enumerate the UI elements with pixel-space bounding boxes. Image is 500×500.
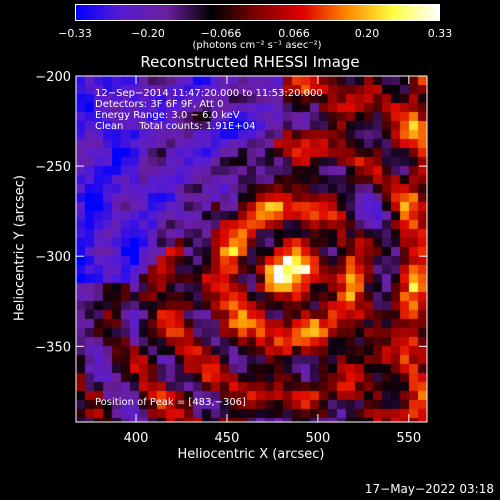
y-tick-label: −200 [35,70,71,85]
colorbar-unit-label: (photons cm⁻² s⁻¹ asec⁻²) [192,40,322,51]
y-tick-label: −350 [35,340,71,355]
heatmap-image [76,76,427,422]
x-tick-label: 400 [124,431,149,446]
x-axis-label: Heliocentric X (arcsec) [177,447,325,462]
chart-title: Reconstructed RHESSI Image [140,53,360,71]
annotation-energy-range: Energy Range: 3.0 − 6.0 keV [95,110,240,121]
annotation-detectors: Detectors: 3F 6F 9F, Att 0 [95,99,224,110]
timestamp-footer: 17−May−2022 03:18 [364,482,494,496]
colorbar-tick-label: 0.066 [278,27,310,40]
annotation-clean-counts: Clean Total counts: 1.91E+04 [95,121,256,132]
x-tick-label: 450 [215,431,240,446]
annotation-peak-position: Position of Peak = [483,−306] [95,397,246,408]
colorbar-tick-label: 0.33 [427,27,453,40]
colorbar-tick-label: −0.20 [131,27,165,40]
annotation-time-range: 12−Sep−2014 11:47:20.000 to 11:53:20.000 [95,88,323,99]
colorbar [75,4,440,21]
colorbar-tick-label: −0.066 [200,27,242,40]
x-tick-label: 500 [305,431,330,446]
y-tick-label: −300 [35,250,71,265]
x-tick-label: 550 [396,431,421,446]
y-tick-label: −250 [35,160,71,175]
colorbar-tick-label: 0.20 [354,27,380,40]
colorbar-gradient [76,5,439,20]
y-axis-label: Heliocentric Y (arcsec) [12,175,28,321]
colorbar-tick-label: −0.33 [58,27,92,40]
plot-frame [75,75,428,423]
